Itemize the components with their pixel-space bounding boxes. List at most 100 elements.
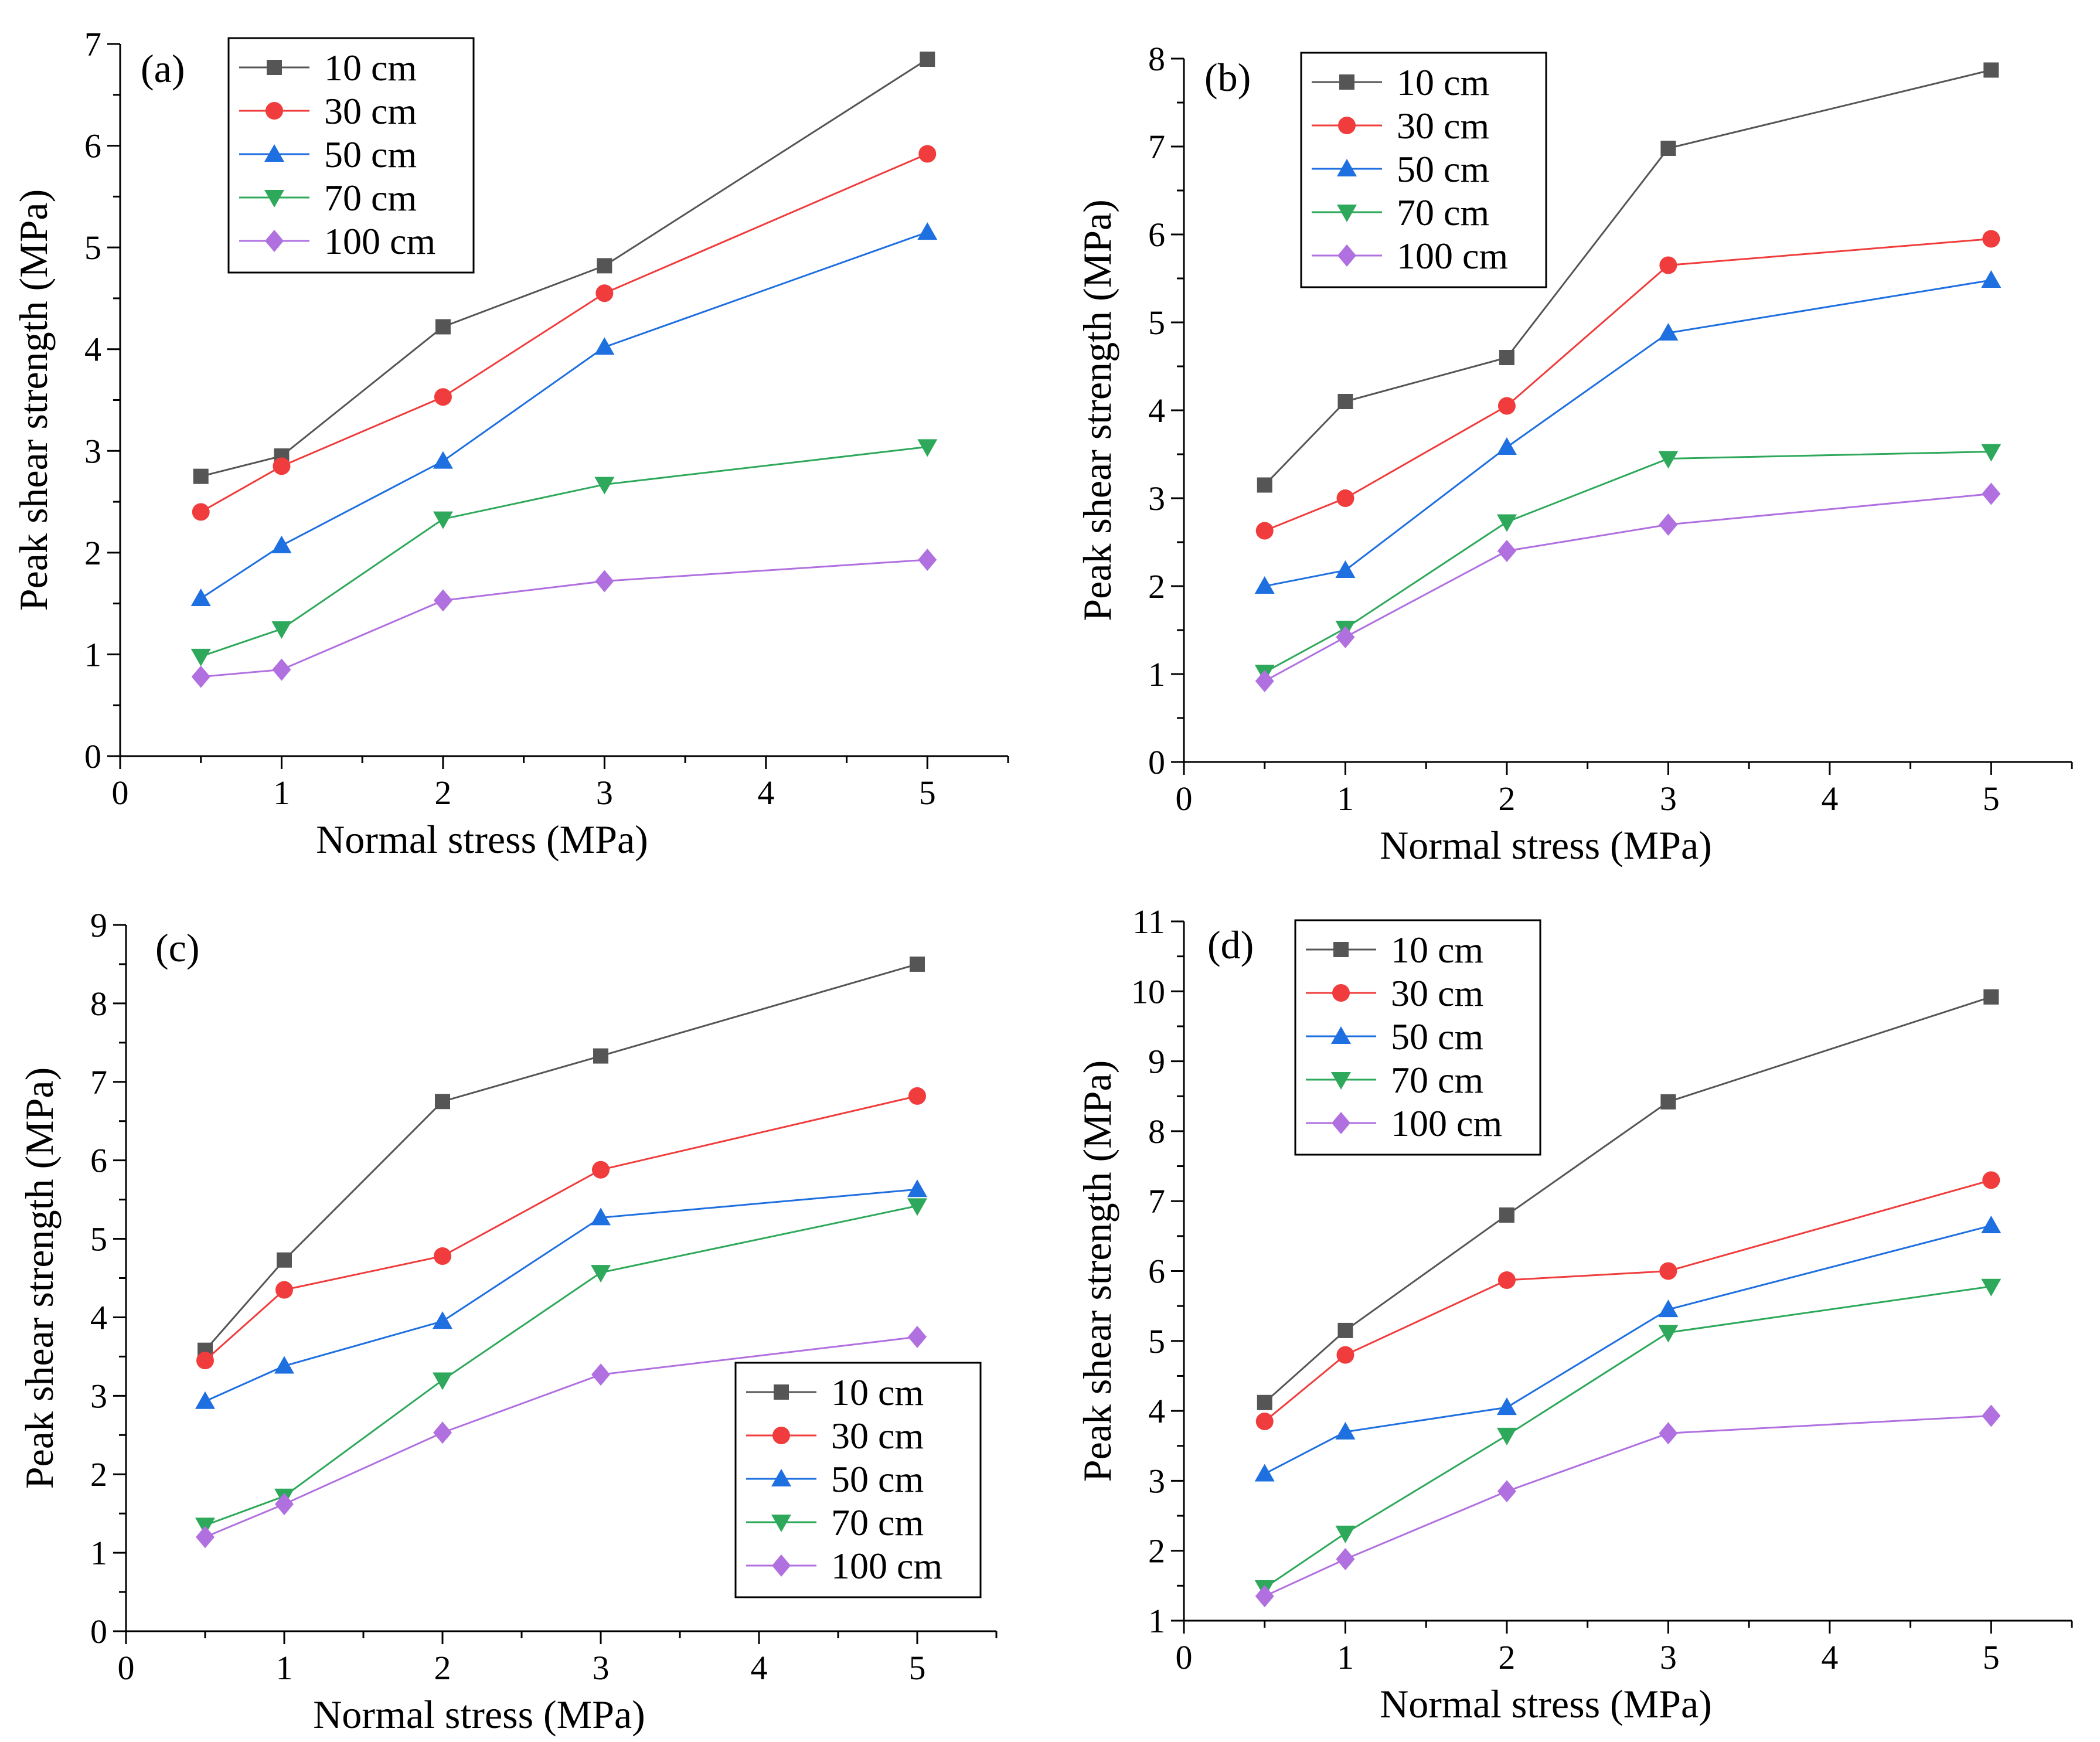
data-point-30cm [592,1161,610,1179]
y-tick-label: 3 [90,1377,107,1415]
data-point-10cm [597,258,612,274]
data-point-30cm [918,145,937,163]
data-point-10cm [1499,1207,1514,1223]
legend-marker [1338,117,1356,134]
legend-marker [772,1554,791,1577]
legend-marker [264,190,284,207]
x-axis-title: Normal stress (MPa) [313,1692,645,1737]
data-point-50cm [271,535,292,553]
legend-entry: 100 cm [324,220,435,262]
y-tick-label: 0 [1148,743,1165,781]
data-point-50cm [1335,1421,1356,1440]
y-tick-label: 9 [1148,1043,1165,1081]
data-point-70cm [1658,1325,1679,1343]
legend-entry: 50 cm [831,1458,924,1500]
legend-marker [264,144,284,162]
data-point-30cm [1497,397,1516,415]
data-point-30cm [595,284,614,302]
data-point-100cm [1336,626,1355,648]
series-line-50cm [1264,279,1992,587]
data-point-100cm [1659,1422,1678,1445]
x-tick-label: 0 [1176,780,1193,818]
legend-marker [1337,159,1357,176]
data-point-10cm [910,956,925,972]
data-point-50cm [594,337,615,355]
legend-entry: 30 cm [1391,972,1483,1014]
data-point-30cm [1659,1262,1677,1280]
y-tick-label: 7 [90,1063,107,1101]
y-tick-label: 4 [84,331,101,369]
legend-entry: 100 cm [831,1545,942,1587]
legend-entry: 70 cm [1397,192,1489,233]
data-point-70cm [594,477,615,495]
y-tick-label: 7 [1148,1182,1165,1220]
panel-label: (a) [141,46,185,91]
data-point-100cm [196,1526,215,1549]
legend-marker [774,1384,789,1400]
data-point-10cm [593,1048,608,1064]
y-axis-title: Peak shear strength (MPa) [1075,1060,1119,1482]
series-line-10cm [204,963,918,1351]
y-tick-label: 6 [84,127,101,165]
x-tick-label: 3 [596,774,613,812]
x-tick-label: 5 [919,774,936,812]
data-point-70cm [1496,1427,1517,1445]
data-point-10cm [1257,477,1272,493]
data-point-30cm [273,457,291,475]
x-tick-label: 2 [1498,1638,1515,1676]
legend-marker [266,102,283,120]
data-point-30cm [1982,230,2000,248]
data-point-50cm [433,451,453,469]
y-tick-label: 11 [1132,903,1165,941]
data-point-10cm [435,1094,450,1110]
data-point-50cm [1981,1215,2002,1233]
data-point-50cm [1658,323,1679,341]
legend-marker [772,1427,790,1444]
x-tick-label: 3 [1660,1638,1677,1676]
data-point-100cm [272,658,291,681]
y-axis-title: Peak shear strength (MPa) [1075,199,1119,621]
data-point-100cm [433,589,452,612]
y-axis-title: Peak shear strength (MPa) [11,189,56,611]
y-tick-label: 5 [1148,1322,1165,1360]
data-point-100cm [1255,1585,1274,1608]
legend-marker [1332,1112,1350,1134]
data-point-50cm [190,588,211,606]
x-tick-label: 2 [434,1649,451,1687]
data-point-50cm [274,1356,294,1374]
y-tick-label: 2 [90,1455,107,1493]
data-point-100cm [1497,540,1516,562]
y-tick-label: 5 [1148,304,1165,342]
x-tick-label: 0 [112,774,129,812]
data-point-30cm [434,1247,451,1265]
data-point-30cm [1497,1271,1516,1290]
data-point-30cm [1255,1412,1274,1430]
y-tick-label: 7 [1148,128,1165,166]
y-tick-label: 2 [84,534,101,572]
y-tick-label: 4 [90,1298,107,1336]
y-tick-label: 4 [1148,1392,1165,1430]
data-point-50cm [433,1311,452,1329]
data-point-50cm [1658,1299,1679,1318]
data-point-10cm [1337,1322,1353,1338]
data-point-100cm [275,1493,294,1516]
y-tick-label: 1 [1148,655,1165,693]
panel-label: (c) [155,926,199,970]
y-tick-label: 8 [1148,40,1165,78]
x-tick-label: 2 [1498,780,1515,818]
data-point-70cm [1496,514,1517,532]
y-tick-label: 8 [90,985,107,1023]
legend-marker [771,1515,791,1532]
panel-label: (b) [1204,55,1251,100]
data-point-50cm [1254,576,1275,594]
legend-entry: 10 cm [831,1372,924,1413]
legend-marker [265,230,284,252]
legend-entry: 70 cm [324,177,417,219]
chart-panel-1: 0 1 2 3 4 5 0 1 2 3 4 5 6 7 Normal stress (MPa) Peak sh… [11,25,1009,862]
x-tick-label: 5 [909,1649,926,1687]
x-tick-label: 1 [1337,1638,1354,1676]
data-point-10cm [920,52,935,67]
